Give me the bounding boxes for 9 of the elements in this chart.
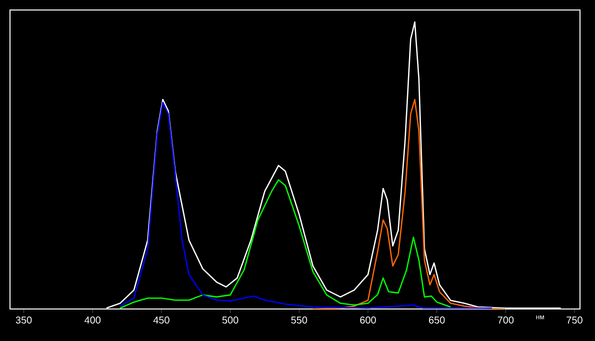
x-tick-label: 500 xyxy=(222,316,238,324)
x-tick-label: 550 xyxy=(291,316,308,324)
x-tick-label: 600 xyxy=(360,316,376,324)
x-tick-label: 450 xyxy=(153,316,170,324)
x-tick-label: 700 xyxy=(498,316,514,324)
x-tick-label: 750 xyxy=(566,316,582,324)
x-tick-label: 650 xyxy=(429,316,445,324)
x-tick-label: 350 xyxy=(16,316,32,324)
x-tick-label: 400 xyxy=(84,316,101,324)
